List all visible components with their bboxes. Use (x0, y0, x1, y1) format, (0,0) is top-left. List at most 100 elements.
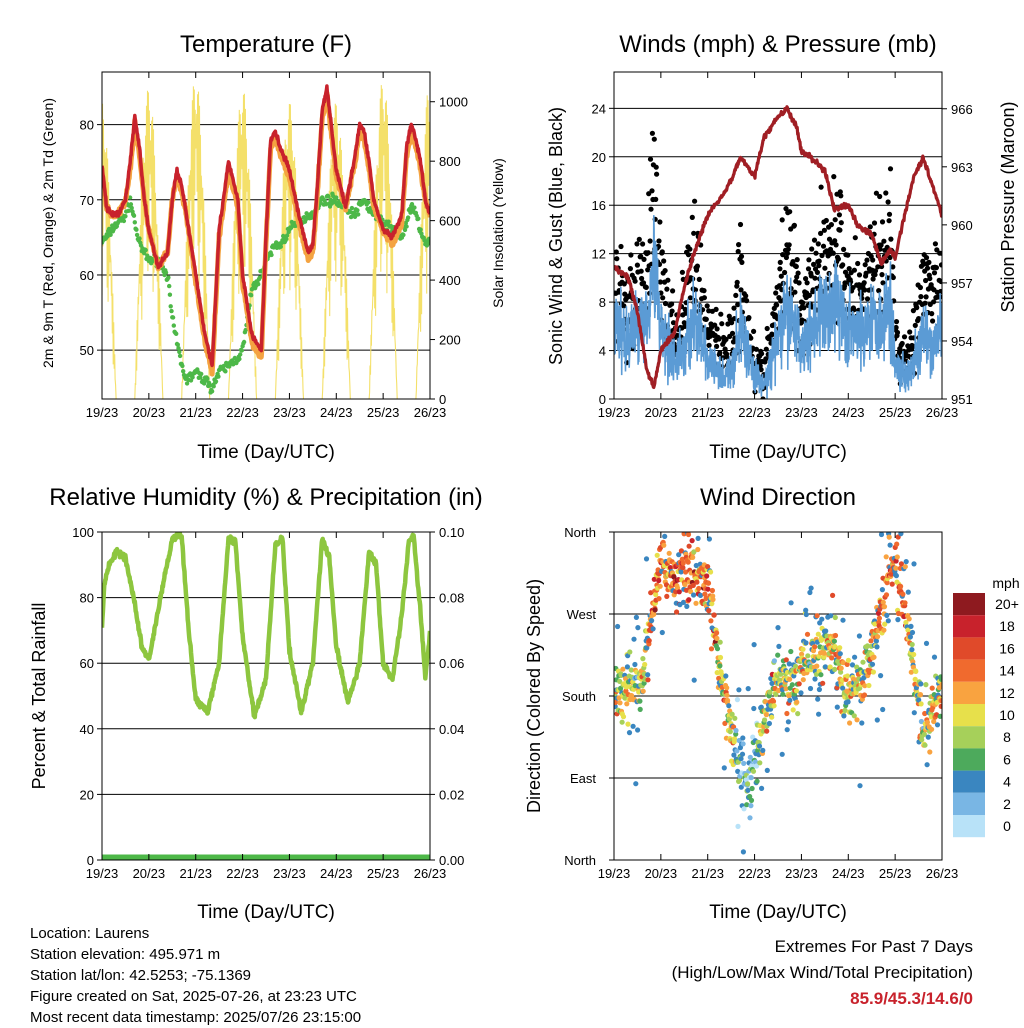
direction-point (664, 593, 670, 600)
direction-point (696, 585, 702, 592)
direction-point (717, 639, 723, 645)
dewpoint-point (366, 200, 371, 205)
direction-point (908, 669, 914, 675)
gust-point (734, 279, 740, 285)
y-tick-label: 100 (72, 525, 94, 540)
gust-point (691, 230, 697, 236)
gust-point (640, 241, 646, 247)
gust-point (933, 265, 940, 271)
gust-point (793, 263, 799, 270)
direction-point (878, 673, 884, 679)
direction-point (889, 581, 895, 587)
gust-point (645, 267, 651, 273)
gust-point (811, 261, 817, 267)
direction-point (763, 712, 770, 718)
colorbar-label: 12 (999, 685, 1015, 701)
gust-point (886, 211, 893, 217)
gust-point (893, 319, 900, 325)
direction-point (775, 625, 781, 631)
direction-point (645, 677, 651, 683)
direction-point (731, 752, 737, 758)
direction-point (875, 634, 881, 640)
direction-point (793, 688, 800, 694)
direction-point (733, 727, 739, 734)
gust-point (922, 300, 928, 306)
gust-point (916, 316, 922, 322)
direction-point (831, 638, 838, 644)
direction-point (717, 663, 723, 669)
gust-point (813, 250, 819, 256)
direction-point (830, 592, 836, 599)
direction-point (619, 719, 625, 725)
direction-point (898, 532, 904, 537)
direction-point (748, 803, 754, 809)
direction-point (624, 701, 630, 707)
direction-point (808, 585, 814, 591)
direction-point (691, 592, 697, 598)
dewpoint-point (213, 379, 219, 384)
direction-point (852, 654, 858, 660)
gust-point (653, 164, 659, 170)
gust-point (774, 302, 780, 308)
direction-point (878, 532, 885, 538)
direction-point (779, 751, 785, 757)
humidity-panel: Relative Humidity (%) & Precipitation (i… (29, 484, 483, 923)
direction-point (912, 676, 918, 683)
direction-point (656, 596, 662, 602)
x-tick-label: 22/23 (738, 405, 771, 420)
gust-point (816, 258, 822, 264)
direction-point (860, 659, 866, 665)
gust-point (871, 220, 878, 226)
dewpoint-point (123, 214, 128, 219)
direction-point (745, 781, 751, 787)
gust-point (777, 259, 783, 265)
direction-point (893, 573, 900, 579)
gust-point (918, 294, 924, 300)
direction-point (685, 559, 691, 565)
direction-point (747, 754, 753, 760)
gust-point (923, 277, 929, 284)
direction-point (918, 681, 924, 687)
direction-point (738, 756, 744, 762)
direction-point (649, 618, 655, 624)
direction-point (656, 577, 662, 584)
dewpoint-point (131, 213, 137, 218)
direction-point (732, 715, 738, 721)
direction-point (764, 728, 770, 734)
direction-point (740, 849, 747, 855)
direction-point (684, 603, 690, 610)
extremes-subtitle: (High/Low/Max Wind/Total Precipitation) (671, 963, 973, 982)
direction-point (786, 661, 792, 667)
direction-point (708, 569, 714, 575)
gust-point (929, 311, 935, 317)
gust-point (670, 320, 677, 326)
direction-point (859, 720, 865, 726)
sonic-wind-line (614, 215, 942, 399)
direction-point (741, 760, 747, 767)
direction-point (709, 587, 716, 594)
direction-point (617, 678, 623, 685)
gust-point (696, 276, 702, 282)
gust-point (923, 294, 929, 300)
gust-point (753, 346, 760, 352)
direction-panel: Wind Direction Time (Day/UTC) Direction … (524, 484, 1020, 923)
dewpoint-point (348, 214, 354, 220)
dewpoint-point (134, 227, 139, 232)
x-tick-label: 24/23 (320, 405, 353, 420)
gust-point (830, 250, 836, 256)
direction-point (711, 612, 717, 618)
gust-point (890, 274, 896, 281)
gust-point (800, 300, 806, 306)
gust-point (729, 330, 736, 336)
direction-point (703, 595, 709, 602)
extremes-values: 85.9/45.3/14.6/0 (850, 989, 973, 1008)
direction-point (709, 601, 715, 607)
direction-point (874, 717, 880, 723)
dewpoint-point (163, 270, 169, 275)
direction-point (695, 535, 701, 542)
direction-point (678, 569, 684, 575)
direction-point (856, 633, 863, 639)
gust-point (792, 289, 798, 295)
direction-point (724, 692, 730, 698)
gust-point (651, 136, 657, 142)
